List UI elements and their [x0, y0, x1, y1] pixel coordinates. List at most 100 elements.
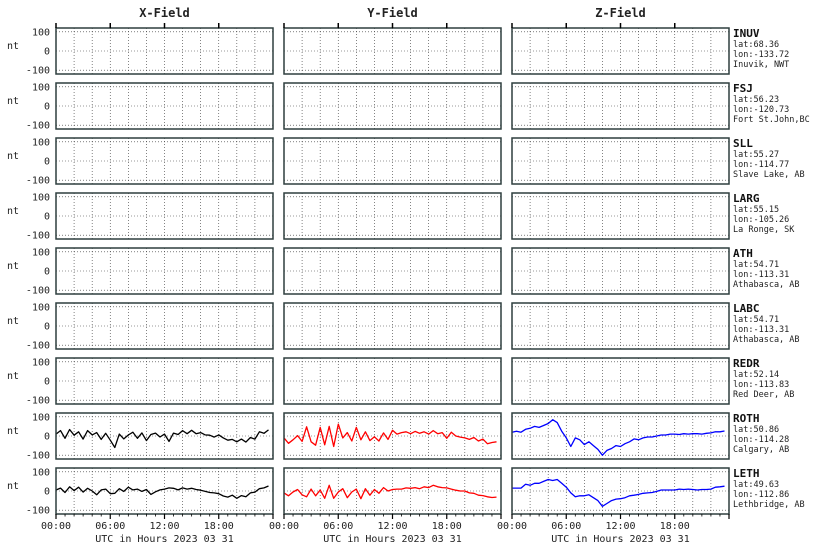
y-tick-label: -100: [26, 451, 50, 462]
y-tick-label: 0: [44, 432, 50, 443]
y-tick-label: -100: [26, 176, 50, 187]
station-lon: lon:-112.86: [733, 490, 789, 500]
plot-frame: [511, 137, 730, 185]
y-axis-label: nt: [7, 316, 19, 327]
plot-frame: [55, 192, 274, 240]
station-code: SLL: [733, 137, 753, 150]
column-title-y-field: Y-Field: [367, 6, 418, 20]
station-lon: lon:-114.28: [733, 435, 789, 445]
plot-frame: [55, 302, 274, 350]
plot-frame: [283, 192, 502, 240]
station-code: ATH: [733, 247, 753, 260]
x-tick-label: 00:00: [41, 521, 71, 532]
y-tick-label: 0: [44, 322, 50, 333]
station-code: REDR: [733, 357, 760, 370]
y-tick-label: 0: [44, 102, 50, 113]
y-tick-label: 0: [44, 487, 50, 498]
y-tick-label: 0: [44, 47, 50, 58]
column-title-x-field: X-Field: [139, 6, 190, 20]
station-place: Fort St.John,BC: [733, 115, 810, 125]
y-tick-label: -100: [26, 506, 50, 517]
y-axis-label: nt: [7, 206, 19, 217]
station-lat: lat:54.71: [733, 315, 779, 325]
station-lon: lon:-114.77: [733, 160, 789, 170]
station-lat: lat:56.23: [733, 95, 779, 105]
station-lon: lon:-113.83: [733, 380, 789, 390]
station-code: LABC: [733, 302, 760, 315]
station-place: Red Deer, AB: [733, 390, 794, 400]
station-code: ROTH: [733, 412, 760, 425]
station-place: Slave Lake, AB: [733, 170, 805, 180]
y-axis-label: nt: [7, 151, 19, 162]
station-place: Athabasca, AB: [733, 335, 800, 345]
x-axis-label: UTC in Hours 2023 03 31: [551, 534, 689, 545]
x-axis-label: UTC in Hours 2023 03 31: [323, 534, 461, 545]
x-tick-label: 12:00: [149, 521, 179, 532]
y-tick-label: 100: [32, 357, 50, 368]
y-tick-label: 100: [32, 137, 50, 148]
station-lat: lat:50.86: [733, 425, 779, 435]
y-tick-label: 0: [44, 157, 50, 168]
station-lat: lat:52.14: [733, 370, 779, 380]
series-line-roth-x: [55, 428, 269, 449]
plot-frame: [511, 302, 730, 350]
x-tick-label: 06:00: [95, 521, 125, 532]
y-tick-label: 100: [32, 247, 50, 258]
plot-frame: [511, 247, 730, 295]
station-place: Lethbridge, AB: [733, 500, 805, 510]
x-axis-label: UTC in Hours 2023 03 31: [95, 534, 233, 545]
plot-frame: [511, 82, 730, 130]
plot-frame: [283, 302, 502, 350]
station-lat: lat:68.36: [733, 40, 779, 50]
x-tick-label: 06:00: [551, 521, 581, 532]
y-axis-label: nt: [7, 96, 19, 107]
plot-frame: [55, 137, 274, 185]
series-line-roth-z: [511, 419, 725, 456]
station-lon: lon:-133.72: [733, 50, 789, 60]
y-axis-label: nt: [7, 261, 19, 272]
y-axis-label: nt: [7, 41, 19, 52]
y-tick-label: -100: [26, 121, 50, 132]
station-place: Calgary, AB: [733, 445, 789, 455]
y-tick-label: -100: [26, 286, 50, 297]
y-tick-label: 100: [32, 467, 50, 478]
station-lat: lat:54.71: [733, 260, 779, 270]
station-lon: lon:-105.26: [733, 215, 789, 225]
station-code: FSJ: [733, 82, 753, 95]
station-lat: lat:55.15: [733, 205, 779, 215]
y-tick-label: 0: [44, 377, 50, 388]
plot-frame: [283, 357, 502, 405]
series-line-leth-z: [512, 478, 725, 507]
y-tick-label: 100: [32, 302, 50, 313]
station-code: LARG: [733, 192, 760, 205]
x-tick-label: 00:00: [497, 521, 527, 532]
column-title-z-field: Z-Field: [595, 6, 646, 20]
station-place: La Ronge, SK: [733, 225, 795, 235]
plot-frame: [55, 82, 274, 130]
x-tick-label: 12:00: [605, 521, 635, 532]
plot-frame: [511, 192, 730, 240]
station-code: LETH: [733, 467, 760, 480]
y-tick-label: 0: [44, 267, 50, 278]
x-tick-label: 18:00: [660, 521, 690, 532]
x-tick-label: 00:00: [269, 521, 299, 532]
y-tick-label: 100: [32, 82, 50, 93]
series-line-roth-y: [283, 423, 497, 448]
plot-frame: [55, 247, 274, 295]
station-lat: lat:49.63: [733, 480, 779, 490]
station-lon: lon:-113.31: [733, 270, 789, 280]
y-tick-label: -100: [26, 66, 50, 77]
station-lat: lat:55.27: [733, 150, 779, 160]
y-axis-label: nt: [7, 426, 19, 437]
y-tick-label: -100: [26, 231, 50, 242]
x-tick-label: 06:00: [323, 521, 353, 532]
station-code: INUV: [733, 27, 760, 40]
x-tick-label: 18:00: [432, 521, 462, 532]
plot-frame: [283, 412, 502, 460]
plot-frame: [511, 357, 730, 405]
y-tick-label: 100: [32, 192, 50, 203]
y-tick-label: 0: [44, 212, 50, 223]
y-tick-label: 100: [32, 412, 50, 423]
y-tick-label: -100: [26, 396, 50, 407]
